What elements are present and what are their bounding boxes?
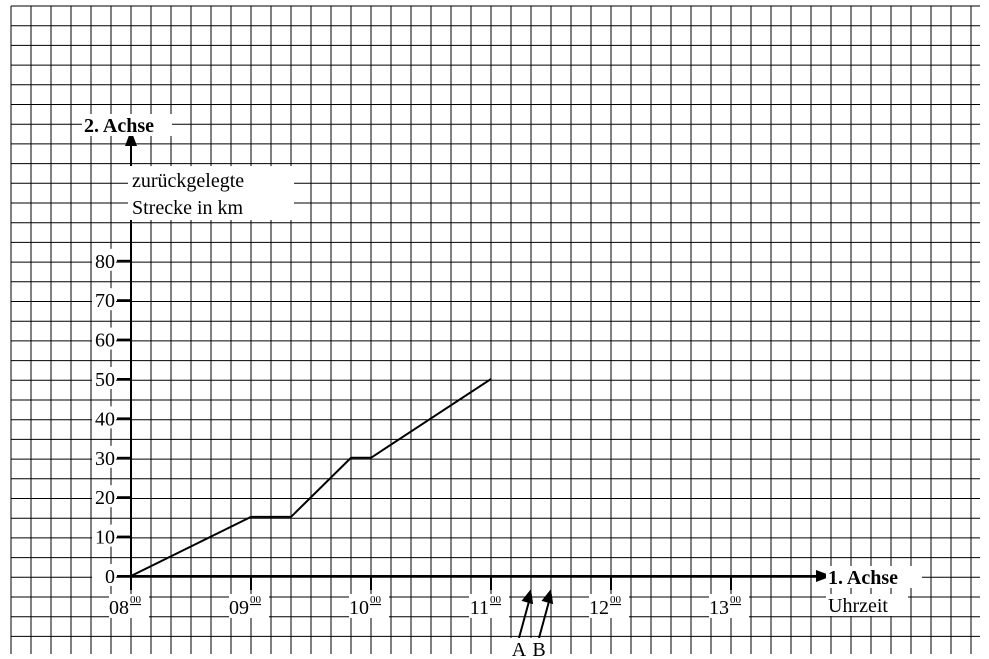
y-axis-title: 2. Achse: [84, 115, 154, 137]
x-tick-labels: 08 00 09 00 10 00 11 00 12 00 13 00: [109, 576, 749, 619]
y-tick-label: 30: [95, 448, 115, 470]
y-tick-label: 20: [95, 487, 115, 509]
x-tick-label-minutes: 00: [130, 594, 142, 606]
x-tick-label-minutes: 00: [370, 594, 382, 606]
x-tick-label-minutes: 00: [610, 594, 622, 606]
y-tick-label: 80: [95, 251, 115, 273]
y-axis-arrow: [125, 130, 137, 146]
y-tick-label: 10: [95, 527, 115, 549]
marker-arrow-head: [541, 589, 554, 605]
x-tick-label-hour: 13: [709, 597, 729, 619]
x-tick-label-minutes: 00: [730, 594, 742, 606]
y-axis-label-line-2: Strecke in km: [132, 197, 244, 219]
x-tick-label-minutes: 00: [250, 594, 262, 606]
x-tick-label-hour: 09: [229, 597, 249, 619]
x-axis-arrow: [816, 570, 832, 582]
y-axis-label-line-1: zurückgelegte: [132, 170, 244, 192]
x-axis-label: Uhrzeit: [828, 595, 888, 617]
grid: [10, 5, 980, 654]
series-layer: [130, 378, 492, 577]
x-axis-title: 1. Achse: [828, 567, 898, 589]
x-tick-label-minutes: 00: [490, 594, 502, 606]
y-tick-label: 70: [95, 290, 115, 312]
marker-arrow-head: [521, 589, 534, 605]
axis-titles: 2. Achse zurückgelegte Strecke in km 1. …: [82, 114, 922, 617]
y-tick-label: 40: [95, 408, 115, 430]
marker-label: B: [532, 639, 545, 659]
y-tick-label: 50: [95, 369, 115, 391]
x-tick-label-hour: 12: [589, 597, 609, 619]
marker-label: A: [512, 639, 527, 659]
y-tick-labels: 0 10 20 30 40 50 60 70 80: [92, 248, 131, 588]
x-tick-label-hour: 11: [470, 597, 489, 619]
x-tick-label-hour: 10: [349, 597, 369, 619]
x-tick-label-hour: 08: [109, 597, 129, 619]
y-tick-label: 0: [105, 566, 115, 588]
series-line: [130, 378, 492, 577]
y-tick-label: 60: [95, 330, 115, 352]
